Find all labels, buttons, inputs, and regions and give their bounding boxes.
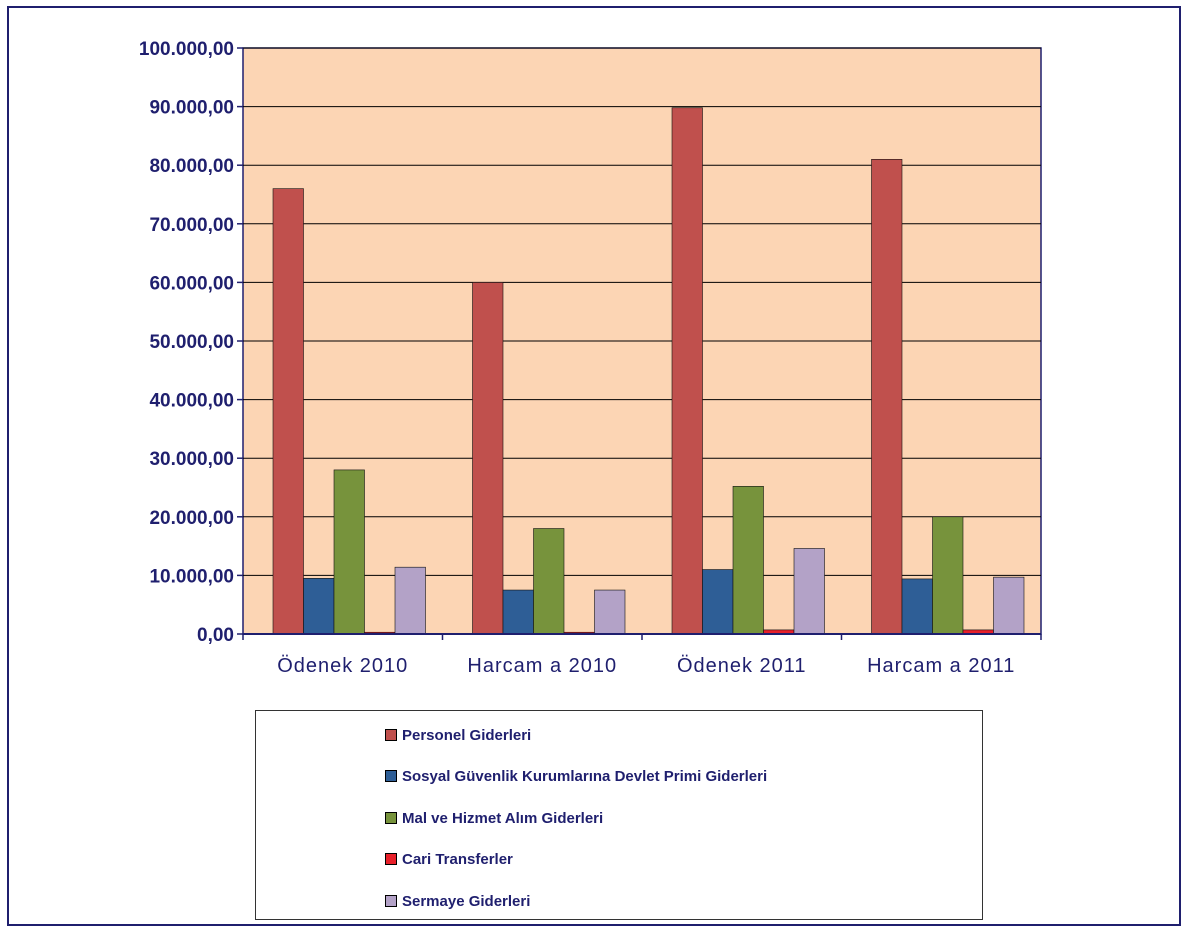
y-tick-label: 50.000,00	[149, 332, 234, 353]
legend-label: Mal ve Hizmet Alım Giderleri	[402, 809, 604, 827]
y-tick-label: 0,00	[197, 625, 234, 646]
bar-3-1	[333, 469, 365, 635]
legend-label: Sermaye Giderleri	[402, 892, 531, 910]
legend-swatch	[385, 853, 397, 865]
category-label: Harcam a 2011	[867, 655, 1015, 677]
bar-5-3	[793, 548, 825, 635]
legend-label: Personel Giderleri	[402, 726, 532, 744]
legend-item: Mal ve Hizmet Alım Giderleri	[385, 808, 603, 828]
y-tick-label: 40.000,00	[149, 391, 234, 412]
bar-1-3	[671, 107, 703, 635]
bar-5-4	[993, 576, 1025, 635]
category-label: Harcam a 2010	[467, 655, 617, 677]
bar-1-2	[472, 282, 504, 635]
category-label: Ödenek 2011	[677, 655, 807, 677]
legend-swatch	[385, 729, 397, 741]
legend-item: Personel Giderleri	[385, 725, 531, 745]
legend-swatch	[385, 770, 397, 782]
bar-3-3	[732, 486, 764, 635]
legend-item: Sermaye Giderleri	[385, 891, 530, 911]
y-tick-label: 80.000,00	[149, 156, 234, 177]
chart-legend: Personel Giderleri Sosyal Güvenlik Kuruml…	[255, 710, 983, 920]
bar-3-4	[932, 516, 964, 635]
bar-1-1	[272, 188, 304, 635]
bar-1-4	[871, 159, 903, 635]
bar-2-3	[702, 569, 734, 635]
y-tick-label: 30.000,00	[149, 449, 234, 470]
legend-item: Cari Transferler	[385, 849, 513, 869]
y-tick-label: 90.000,00	[149, 98, 234, 119]
y-tick-label: 10.000,00	[149, 566, 234, 587]
legend-swatch	[385, 812, 397, 824]
bar-2-1	[303, 578, 335, 635]
y-tick-label: 20.000,00	[149, 508, 234, 529]
category-label: Ödenek 2010	[277, 655, 408, 677]
y-tick-label: 70.000,00	[149, 215, 234, 236]
y-tick-label: 100.000,00	[139, 39, 234, 60]
bar-2-2	[502, 589, 534, 635]
bar-2-4	[901, 578, 933, 635]
bar-5-1	[394, 566, 426, 635]
legend-item: Sosyal Güvenlik Kurumlarına Devlet Primi…	[385, 766, 767, 786]
bar-3-2	[533, 528, 565, 635]
legend-label: Sosyal Güvenlik Kurumlarına Devlet Primi…	[402, 767, 768, 785]
y-tick-label: 60.000,00	[149, 273, 234, 294]
legend-label: Cari Transferler	[402, 850, 513, 868]
legend-swatch	[385, 895, 397, 907]
bar-5-2	[594, 589, 626, 635]
